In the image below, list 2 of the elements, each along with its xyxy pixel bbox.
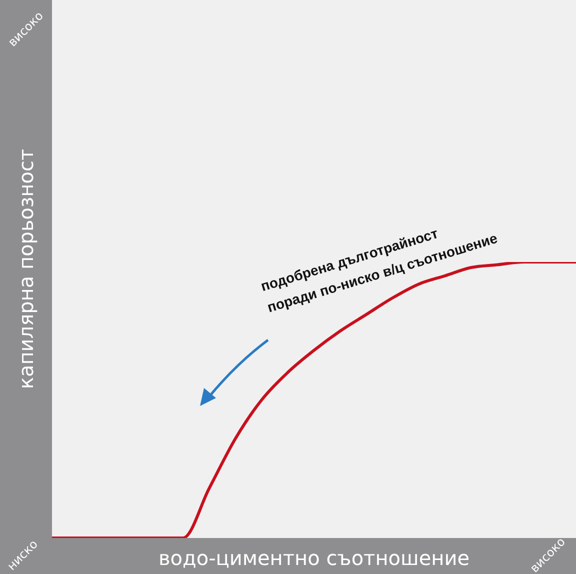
x-axis-title: водо-циментно съотношение (158, 546, 470, 570)
y-axis-title: капилярна порьозност (14, 148, 38, 390)
